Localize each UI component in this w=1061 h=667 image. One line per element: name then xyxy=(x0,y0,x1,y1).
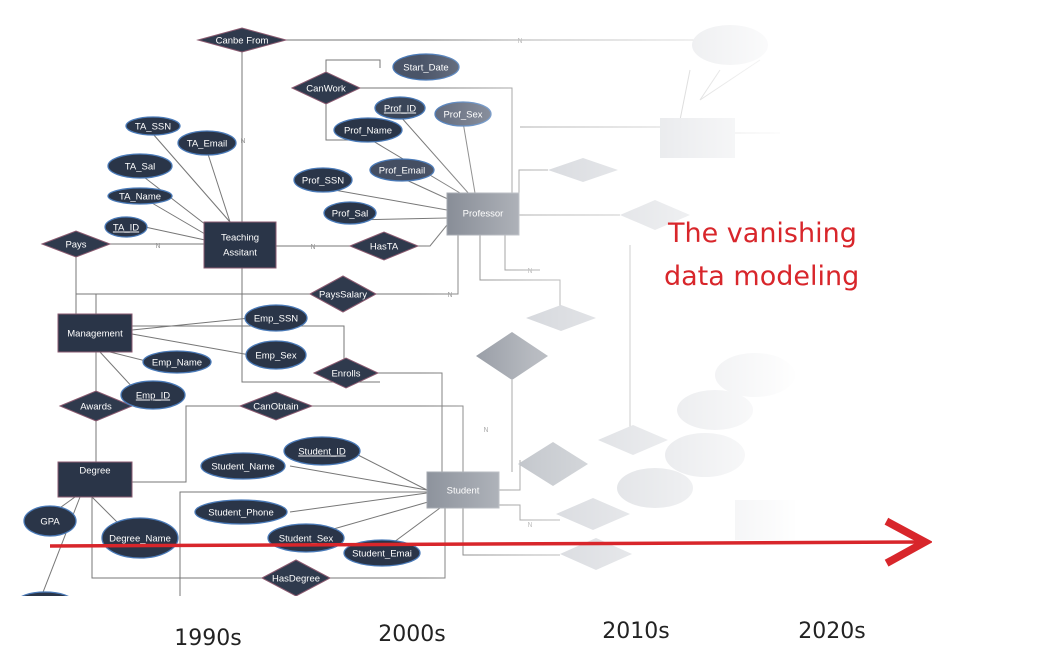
relationship: CanWork xyxy=(290,71,362,105)
edge-label: N xyxy=(155,242,160,250)
attribute-label: Prof_Email xyxy=(379,166,425,177)
relationship-label: Pays xyxy=(65,240,86,251)
attribute-label: Prof_ID xyxy=(384,104,416,115)
attribute xyxy=(21,591,69,596)
attribute-label: Prof_Sal xyxy=(332,209,368,220)
attribute-label: Emp_ID xyxy=(136,391,170,402)
attribute: Prof_Name xyxy=(333,117,403,143)
attribute: Prof_ID xyxy=(374,96,426,120)
attribute-label: Emp_Name xyxy=(152,358,202,369)
relationship-label: CanObtain xyxy=(253,402,298,413)
edge-label: N xyxy=(310,243,315,251)
attribute: Student_ID xyxy=(283,436,361,466)
attribute-label: TA_Sal xyxy=(125,162,155,173)
attribute-label: Student_Sex xyxy=(279,534,334,545)
attribute-label: Emp_Sex xyxy=(255,351,296,362)
decade-label: 2020s xyxy=(798,619,865,644)
attribute: Emp_SSN xyxy=(244,304,308,332)
attribute-label: Student_Phone xyxy=(208,508,274,519)
decade-label: 1990s xyxy=(174,626,241,651)
relationship-label: Enrolls xyxy=(331,369,360,380)
attribute-label: TA_SSN xyxy=(135,122,171,133)
attribute: Student_Name xyxy=(200,452,286,480)
attribute-label: Emp_SSN xyxy=(254,314,298,325)
attribute: Emp_Sex xyxy=(245,340,307,370)
edge-label: N xyxy=(240,137,245,145)
attribute-label: Prof_Name xyxy=(344,126,392,137)
entity: Management xyxy=(57,313,133,353)
entity-label: Assitant xyxy=(223,248,257,259)
entity-label: Management xyxy=(67,329,123,340)
relationship: Enrolls xyxy=(312,357,380,389)
attribute-label: GPA xyxy=(40,517,60,528)
attribute-label: Prof_SSN xyxy=(302,176,344,187)
attribute: Emp_Name xyxy=(142,350,212,374)
entity-label: Teaching xyxy=(221,233,259,244)
relationship: CanObtain xyxy=(238,391,314,421)
annotation: The vanishing xyxy=(667,218,857,249)
entity-label: Degree xyxy=(79,466,110,477)
attributes: TA_SSN TA_Email TA_Sal TA_Name TA_ID Sta… xyxy=(21,53,492,596)
fade-overlay xyxy=(420,10,800,596)
annotation: data modeling xyxy=(664,261,859,292)
attribute-label: TA_Name xyxy=(119,192,161,203)
relationship-label: Canbe From xyxy=(216,36,269,47)
attribute: TA_Email xyxy=(177,130,237,156)
attribute-label: TA_Email xyxy=(187,139,227,150)
entity: Teaching Assitant xyxy=(203,221,277,269)
attribute: Student_Sex xyxy=(267,523,345,553)
attribute-label: TA_ID xyxy=(113,223,139,234)
relationship: Pays xyxy=(40,230,112,258)
attribute: Prof_SSN xyxy=(293,167,353,193)
relationships: Canbe From CanWork Pays HasTA PaysSalary… xyxy=(40,27,420,596)
attribute: Student_Phone xyxy=(194,499,288,525)
entity: Degree xyxy=(57,461,133,498)
attribute: TA_Name xyxy=(107,187,173,205)
decade-label: 2000s xyxy=(378,622,445,647)
er-diagram: N N N N N N N N Canbe From CanWork Pays … xyxy=(21,10,800,596)
relationship-label: HasDegree xyxy=(272,574,320,585)
relationship-label: CanWork xyxy=(306,84,346,95)
decade-label: 2010s xyxy=(602,619,669,644)
timeline-arrow xyxy=(49,542,925,546)
attribute: Degree_Name xyxy=(101,517,179,559)
attribute: Prof_Sal xyxy=(323,201,377,225)
relationship: Canbe From xyxy=(196,27,288,53)
relationship-label: Awards xyxy=(80,402,112,413)
attribute-label: Student_Name xyxy=(211,462,274,473)
attribute: TA_Sal xyxy=(107,153,173,179)
attribute: GPA xyxy=(23,505,77,537)
relationship: HasTA xyxy=(348,231,420,261)
attribute: TA_ID xyxy=(104,216,148,238)
attribute: TA_SSN xyxy=(125,116,181,136)
relationship-label: HasTA xyxy=(370,242,399,253)
attribute-label: Degree_Name xyxy=(109,534,171,545)
attribute-label: Student_Emai xyxy=(352,549,412,560)
relationship-label: PaysSalary xyxy=(319,290,367,301)
attribute-label: Student_ID xyxy=(298,447,346,458)
relationship: PaysSalary xyxy=(308,275,378,313)
attribute: Emp_ID xyxy=(120,380,186,410)
relationship: HasDegree xyxy=(260,559,332,596)
